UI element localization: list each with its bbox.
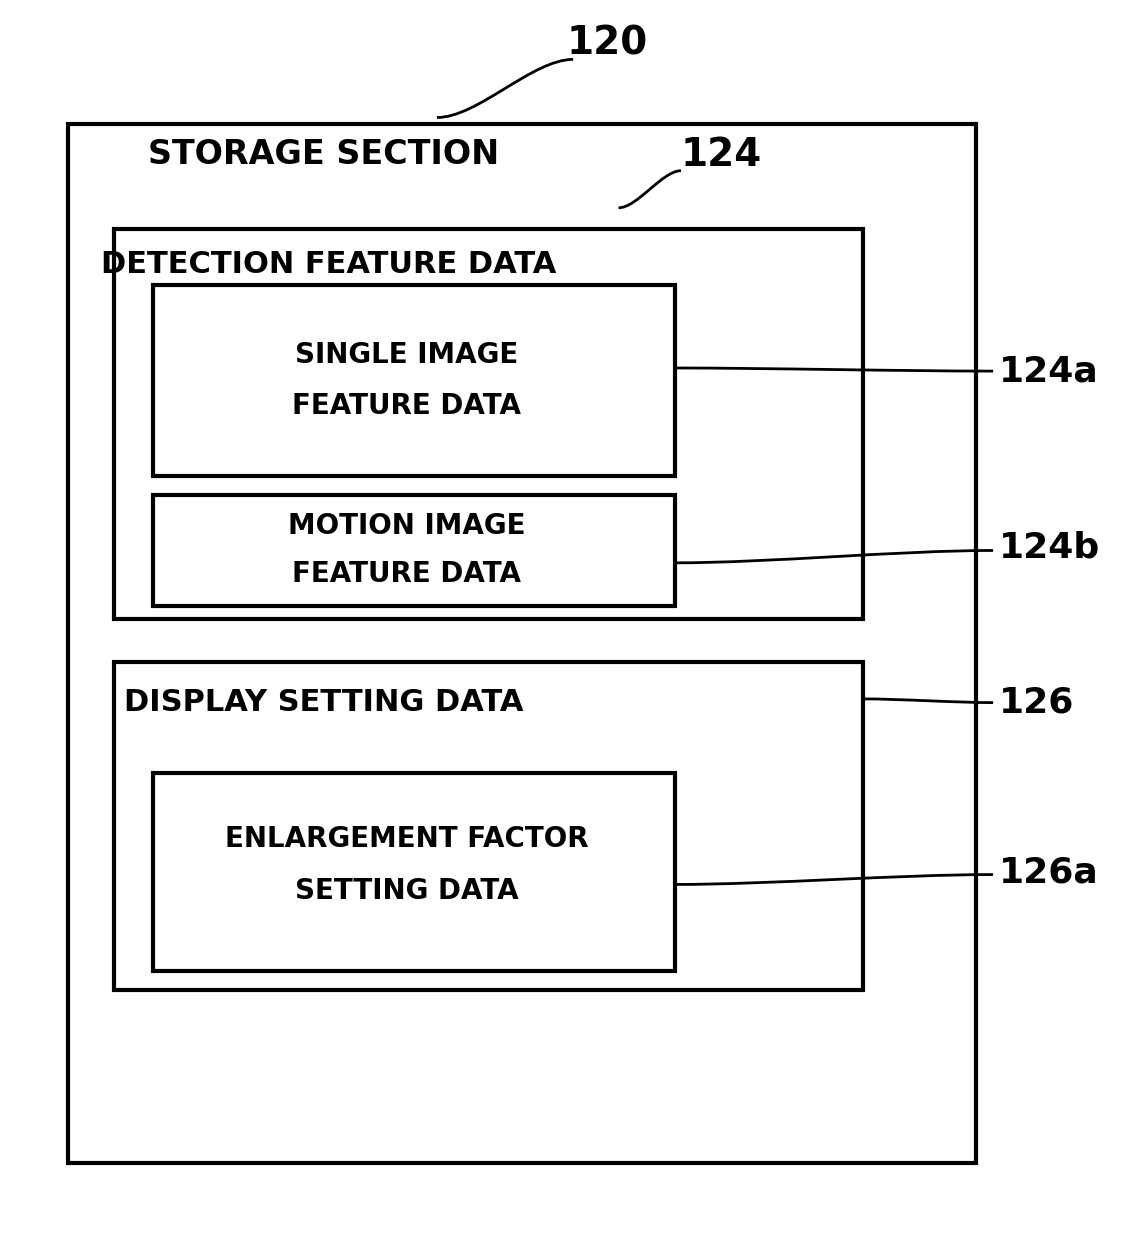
Text: MOTION IMAGE: MOTION IMAGE: [287, 512, 526, 539]
Text: SETTING DATA: SETTING DATA: [294, 877, 519, 904]
Text: FEATURE DATA: FEATURE DATA: [292, 392, 521, 419]
Text: FEATURE DATA: FEATURE DATA: [292, 560, 521, 588]
Bar: [153, 495, 675, 606]
Text: DETECTION FEATURE DATA: DETECTION FEATURE DATA: [101, 250, 557, 280]
Text: 124: 124: [681, 136, 763, 173]
Text: 124b: 124b: [999, 531, 1100, 565]
Text: STORAGE SECTION: STORAGE SECTION: [148, 139, 499, 171]
Text: 124a: 124a: [999, 354, 1099, 388]
Bar: [114, 229, 863, 618]
Bar: [153, 773, 675, 971]
Bar: [153, 285, 675, 476]
Bar: [68, 124, 976, 1163]
Text: 120: 120: [566, 25, 648, 62]
Bar: [114, 662, 863, 990]
Text: DISPLAY SETTING DATA: DISPLAY SETTING DATA: [124, 688, 523, 717]
Text: 126a: 126a: [999, 855, 1099, 889]
Text: 126: 126: [999, 685, 1074, 720]
Text: SINGLE IMAGE: SINGLE IMAGE: [295, 341, 518, 369]
Text: ENLARGEMENT FACTOR: ENLARGEMENT FACTOR: [225, 825, 588, 852]
